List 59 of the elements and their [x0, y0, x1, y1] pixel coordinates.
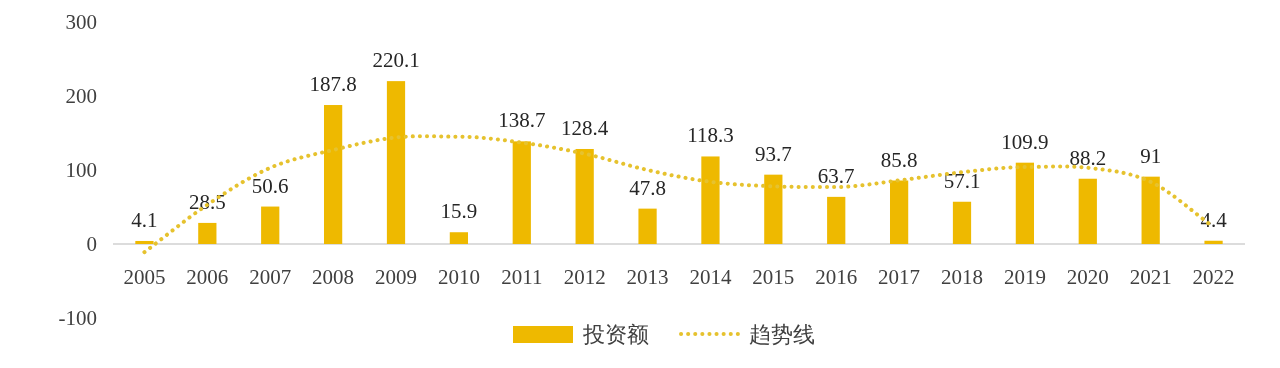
x-tick-label: 2015 — [752, 265, 795, 289]
x-tick-label: 2010 — [437, 265, 480, 289]
data-label: 128.4 — [561, 115, 609, 140]
bar — [135, 240, 154, 244]
bar — [764, 174, 783, 244]
legend-label: 趋势线 — [749, 322, 815, 347]
y-tick-label: -100 — [58, 306, 97, 330]
x-tick-label: 2012 — [563, 265, 606, 289]
data-label: 85.8 — [880, 147, 918, 172]
bar — [638, 208, 657, 244]
x-tick-label: 2009 — [375, 265, 417, 289]
data-label: 63.7 — [817, 163, 855, 188]
y-tick-label: 100 — [65, 158, 97, 182]
bar — [449, 232, 469, 244]
bar — [701, 156, 720, 244]
data-label: 57.1 — [943, 168, 981, 193]
bar — [1015, 162, 1035, 244]
x-tick-label: 2008 — [312, 265, 355, 289]
x-tick-label: 2022 — [1192, 265, 1235, 289]
x-tick-label: 2014 — [689, 265, 732, 289]
x-tick-label: 2006 — [186, 265, 229, 289]
bar — [952, 201, 972, 244]
bar — [261, 206, 280, 244]
x-tick-label: 2021 — [1129, 265, 1172, 289]
data-label: 93.7 — [754, 141, 792, 166]
data-label: 15.9 — [440, 199, 478, 224]
bar — [575, 148, 594, 244]
x-tick-label: 2020 — [1066, 265, 1109, 289]
x-tick-label: 2005 — [123, 265, 166, 289]
bar — [827, 196, 846, 244]
bar — [512, 141, 531, 244]
y-tick-label: 300 — [65, 10, 97, 34]
bar — [1141, 176, 1160, 244]
bar — [198, 222, 217, 244]
x-tick-label: 2017 — [878, 265, 921, 289]
bar — [1204, 240, 1223, 244]
data-label: 50.6 — [251, 173, 289, 198]
data-label: 88.2 — [1069, 145, 1107, 170]
data-label: 118.3 — [687, 123, 734, 148]
data-label: 91 — [1140, 143, 1162, 168]
bar — [386, 81, 406, 244]
y-tick-label: 200 — [65, 84, 97, 108]
y-tick-label: 0 — [86, 232, 97, 256]
data-label: 4.1 — [131, 207, 158, 232]
data-label: 138.7 — [498, 108, 546, 133]
data-label: 47.8 — [629, 175, 666, 200]
data-label: 109.9 — [1001, 129, 1049, 154]
data-label: 187.8 — [309, 72, 357, 97]
bar — [1078, 178, 1097, 244]
x-tick-label: 2018 — [941, 265, 983, 289]
bar — [889, 180, 909, 244]
x-tick-label: 2007 — [249, 265, 292, 289]
data-label: 220.1 — [372, 48, 420, 73]
x-tick-label: 2013 — [626, 265, 669, 289]
x-tick-label: 2019 — [1003, 265, 1046, 289]
legend-label: 投资额 — [582, 322, 649, 347]
x-tick-label: 2011 — [501, 265, 543, 289]
bar — [323, 105, 343, 244]
x-tick-label: 2016 — [815, 265, 858, 289]
